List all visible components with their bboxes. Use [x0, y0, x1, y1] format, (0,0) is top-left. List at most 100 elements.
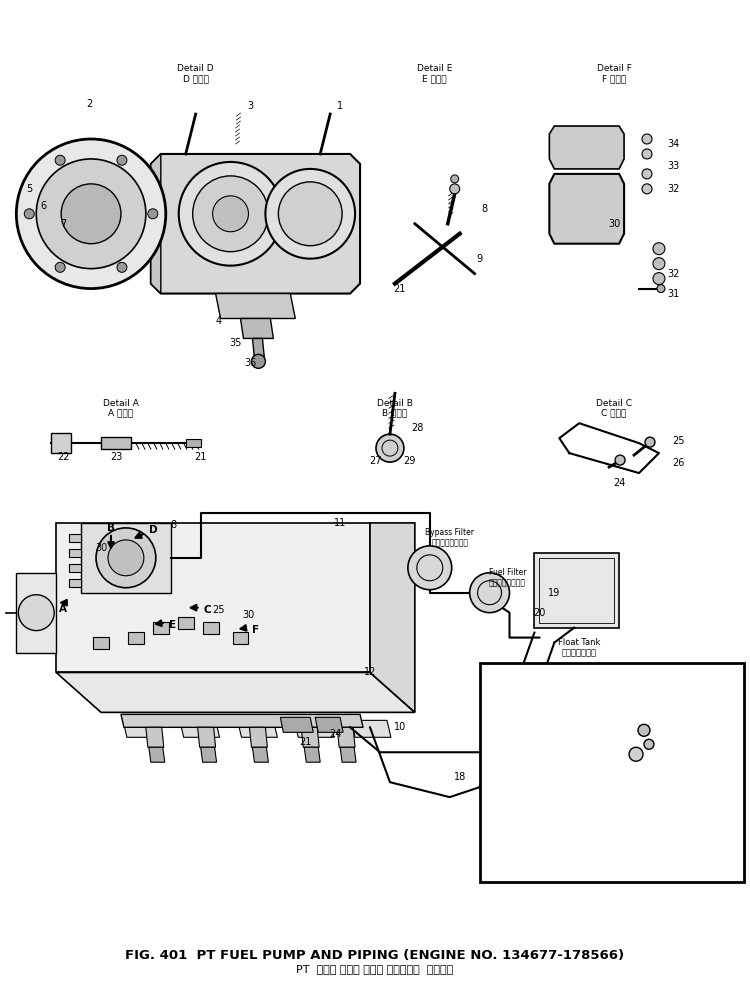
Text: Float Tank: Float Tank	[558, 638, 601, 647]
Text: 14: 14	[663, 755, 675, 765]
Circle shape	[24, 208, 34, 219]
Circle shape	[278, 182, 342, 246]
Polygon shape	[56, 672, 415, 713]
Polygon shape	[180, 721, 220, 737]
Text: バイパスフィルタ: バイパスフィルタ	[431, 539, 468, 548]
Text: 30: 30	[242, 609, 254, 619]
Bar	[69, 579, 81, 587]
Text: Fuel Filter: Fuel Filter	[489, 568, 526, 577]
Text: 21: 21	[299, 737, 311, 747]
Bar	[479, 663, 744, 882]
Bar	[69, 534, 81, 542]
Text: 29: 29	[404, 456, 416, 466]
Polygon shape	[340, 747, 356, 762]
Polygon shape	[549, 174, 624, 244]
Text: 10: 10	[394, 723, 406, 732]
Polygon shape	[215, 294, 296, 318]
Polygon shape	[101, 437, 131, 449]
Polygon shape	[56, 523, 370, 672]
Text: D 詳細図: D 詳細図	[183, 75, 209, 84]
Polygon shape	[253, 338, 265, 359]
Bar	[178, 616, 194, 628]
Polygon shape	[51, 434, 71, 453]
Text: PT  フェル ポンプ および パイピング  通用号機: PT フェル ポンプ および パイピング 通用号機	[296, 963, 454, 974]
Text: 30: 30	[95, 543, 107, 552]
Polygon shape	[151, 154, 360, 294]
Bar	[69, 549, 81, 556]
Text: 8: 8	[171, 520, 177, 530]
Polygon shape	[294, 721, 334, 737]
Text: 12: 12	[503, 832, 516, 842]
Polygon shape	[146, 727, 164, 747]
Circle shape	[645, 437, 655, 447]
Bar	[128, 632, 144, 644]
Text: 25: 25	[212, 605, 225, 614]
Circle shape	[36, 159, 146, 268]
Circle shape	[642, 184, 652, 194]
Circle shape	[178, 162, 282, 265]
Circle shape	[266, 169, 355, 259]
Text: 34: 34	[668, 139, 680, 149]
Circle shape	[56, 155, 65, 165]
Circle shape	[148, 208, 158, 219]
Polygon shape	[549, 126, 624, 169]
Bar	[232, 632, 248, 644]
Text: 24: 24	[329, 729, 341, 739]
Polygon shape	[338, 727, 355, 747]
Polygon shape	[304, 747, 320, 762]
Text: 19: 19	[548, 588, 560, 598]
Polygon shape	[241, 318, 274, 338]
Text: 22: 22	[57, 452, 70, 462]
Text: 4: 4	[215, 317, 222, 326]
Text: 36: 36	[244, 359, 256, 369]
Text: Bypass Filter: Bypass Filter	[425, 529, 474, 538]
Text: F 詳細図: F 詳細図	[602, 75, 626, 84]
Text: 1: 1	[337, 101, 344, 111]
Polygon shape	[238, 721, 278, 737]
Text: Detail E: Detail E	[417, 64, 452, 73]
Polygon shape	[186, 439, 201, 447]
Text: 27: 27	[369, 456, 381, 466]
Circle shape	[376, 434, 404, 462]
Circle shape	[212, 196, 248, 232]
Text: B 詳細図: B 詳細図	[382, 409, 407, 418]
Circle shape	[108, 540, 144, 576]
Polygon shape	[16, 573, 56, 653]
Circle shape	[644, 739, 654, 749]
Bar	[153, 621, 169, 634]
Circle shape	[642, 149, 652, 159]
Text: 21: 21	[194, 452, 207, 462]
Circle shape	[62, 184, 121, 244]
Bar	[93, 637, 109, 649]
Text: Detail B: Detail B	[377, 399, 412, 408]
Circle shape	[629, 747, 643, 761]
Text: 18: 18	[454, 773, 466, 782]
Polygon shape	[201, 747, 217, 762]
Text: 16: 16	[663, 723, 675, 732]
Polygon shape	[315, 718, 343, 732]
Text: 35: 35	[230, 338, 242, 348]
Circle shape	[642, 169, 652, 179]
Text: 33: 33	[668, 161, 680, 171]
Circle shape	[470, 573, 509, 612]
Text: F: F	[252, 624, 259, 635]
Circle shape	[638, 724, 650, 736]
Text: 5: 5	[26, 184, 32, 194]
Text: 23: 23	[110, 452, 122, 462]
Text: 通用番号: 通用番号	[544, 867, 564, 877]
Text: 6: 6	[40, 201, 46, 210]
Circle shape	[450, 184, 460, 194]
Circle shape	[408, 546, 452, 590]
Text: B: B	[107, 523, 115, 533]
Polygon shape	[302, 727, 320, 747]
Text: C: C	[204, 605, 212, 614]
Text: フロートタンク: フロートタンク	[562, 648, 597, 657]
Polygon shape	[148, 747, 165, 762]
Text: 15: 15	[640, 739, 653, 749]
Text: 31: 31	[668, 289, 680, 299]
Polygon shape	[280, 718, 314, 732]
Circle shape	[117, 262, 127, 272]
Text: 13: 13	[643, 755, 655, 765]
Bar	[202, 621, 218, 634]
Text: 3: 3	[248, 101, 254, 111]
